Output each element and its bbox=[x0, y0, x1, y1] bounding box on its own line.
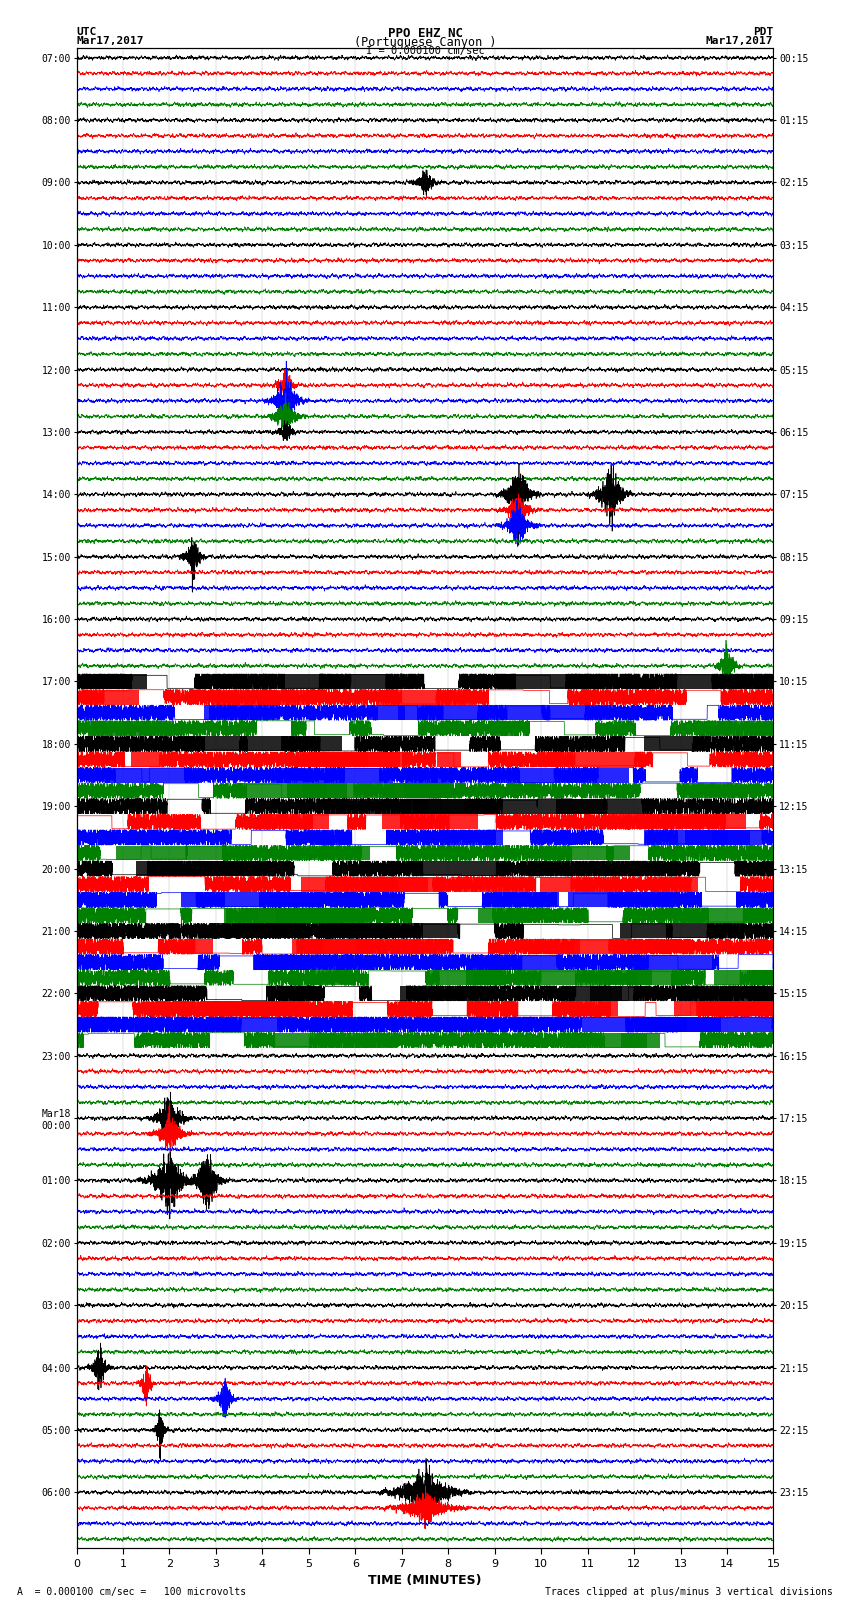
X-axis label: TIME (MINUTES): TIME (MINUTES) bbox=[368, 1574, 482, 1587]
Text: (Portuguese Canyon ): (Portuguese Canyon ) bbox=[354, 37, 496, 50]
Text: I = 0.000100 cm/sec: I = 0.000100 cm/sec bbox=[366, 45, 484, 56]
Text: Mar17,2017: Mar17,2017 bbox=[76, 37, 144, 47]
Text: PPO EHZ NC: PPO EHZ NC bbox=[388, 26, 462, 40]
Text: PDT: PDT bbox=[753, 26, 774, 37]
Text: UTC: UTC bbox=[76, 26, 97, 37]
Text: Traces clipped at plus/minus 3 vertical divisions: Traces clipped at plus/minus 3 vertical … bbox=[545, 1587, 833, 1597]
Text: A  = 0.000100 cm/sec =   100 microvolts: A = 0.000100 cm/sec = 100 microvolts bbox=[17, 1587, 246, 1597]
Text: Mar17,2017: Mar17,2017 bbox=[706, 37, 774, 47]
